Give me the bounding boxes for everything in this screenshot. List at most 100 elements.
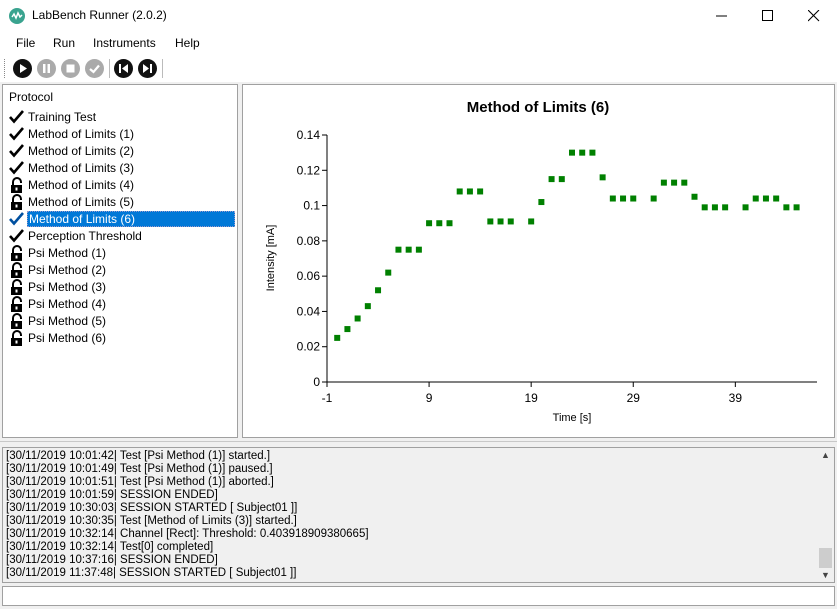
data-point <box>762 195 769 202</box>
vertical-scrollbar[interactable]: ▲ ▼ <box>817 448 834 582</box>
protocol-item[interactable]: Psi Method (5) <box>7 313 237 330</box>
protocol-item-label: Method of Limits (3) <box>28 161 135 175</box>
y-tick-label: 0.14 <box>297 128 321 142</box>
x-axis-label: Time [s] <box>553 412 592 424</box>
protocol-item[interactable]: Method of Limits (3) <box>7 160 237 177</box>
data-point <box>609 195 616 202</box>
data-point <box>569 149 575 156</box>
data-point <box>599 174 606 181</box>
data-point <box>477 188 484 195</box>
protocol-item-label: Psi Method (4) <box>28 297 107 311</box>
data-point <box>436 220 443 227</box>
close-icon <box>808 10 820 22</box>
protocol-item[interactable]: Psi Method (6) <box>7 330 237 347</box>
protocol-item-label: Training Test <box>28 110 97 124</box>
panel-splitter[interactable] <box>0 441 837 448</box>
menu-instruments[interactable]: Instruments <box>93 36 156 50</box>
check-icon <box>85 59 104 78</box>
protocol-item[interactable]: Method of Limits (6) <box>7 211 237 228</box>
data-point <box>630 195 637 202</box>
command-input[interactable] <box>2 586 835 606</box>
data-point <box>742 204 749 211</box>
protocol-item-label: Method of Limits (1) <box>28 127 135 141</box>
protocol-item-label: Perception Threshold <box>28 229 142 243</box>
log-line: [30/11/2019 10:01:42| Test [Psi Method (… <box>6 450 271 462</box>
protocol-item[interactable]: Method of Limits (4) <box>7 177 237 194</box>
protocol-item[interactable]: Psi Method (2) <box>7 262 237 279</box>
play-button[interactable] <box>13 59 32 78</box>
scroll-up-icon[interactable]: ▲ <box>821 450 830 460</box>
window-title: LabBench Runner (2.0.2) <box>32 8 167 22</box>
x-tick-label: -1 <box>322 391 333 405</box>
protocol-item-label: Method of Limits (6) <box>27 211 235 227</box>
data-point <box>354 315 361 322</box>
toolbar-grip[interactable] <box>4 59 7 78</box>
log-panel: [30/11/2019 10:01:42| Test [Psi Method (… <box>2 447 835 583</box>
protocol-item[interactable]: Psi Method (4) <box>7 296 237 313</box>
menu-file[interactable]: File <box>16 36 36 50</box>
data-point <box>405 246 412 253</box>
x-tick-label: 19 <box>524 391 538 405</box>
maximize-button[interactable] <box>745 0 791 31</box>
protocol-item-label: Psi Method (3) <box>28 280 107 294</box>
protocol-item-label: Psi Method (1) <box>28 246 107 260</box>
scroll-down-icon[interactable]: ▼ <box>821 570 830 580</box>
protocol-header: Protocol <box>9 90 54 104</box>
protocol-item[interactable]: Method of Limits (5) <box>7 194 237 211</box>
menu-run[interactable]: Run <box>53 36 76 50</box>
protocol-item-label: Method of Limits (5) <box>28 195 135 209</box>
data-point <box>426 220 433 227</box>
data-point <box>722 204 729 211</box>
pause-button[interactable] <box>37 59 56 78</box>
log-line: [30/11/2019 11:37:48| SESSION STARTED [ … <box>6 567 297 579</box>
minimize-button[interactable] <box>699 0 745 31</box>
x-tick-label: 29 <box>627 391 641 405</box>
y-tick-label: 0.06 <box>297 269 321 283</box>
close-button[interactable] <box>791 0 837 31</box>
lock-icon <box>11 245 22 261</box>
data-point <box>783 204 790 211</box>
protocol-item-label: Method of Limits (2) <box>28 144 135 158</box>
protocol-item[interactable]: Method of Limits (2) <box>7 143 237 160</box>
log-line: [30/11/2019 10:01:49| Test [Psi Method (… <box>6 463 273 475</box>
data-point <box>681 179 688 186</box>
app-logo-icon <box>9 8 25 24</box>
data-point <box>497 218 504 225</box>
data-point <box>691 193 698 200</box>
data-point <box>701 204 708 211</box>
next-button[interactable] <box>138 59 157 78</box>
stop-button[interactable] <box>61 59 80 78</box>
protocol-item[interactable]: Method of Limits (1) <box>7 126 237 143</box>
protocol-item[interactable]: Psi Method (3) <box>7 279 237 296</box>
checkmark-icon <box>9 110 24 124</box>
protocol-item[interactable]: Psi Method (1) <box>7 245 237 262</box>
checkmark-icon <box>9 229 24 243</box>
pause-icon <box>37 59 56 78</box>
complete-button[interactable] <box>85 59 104 78</box>
protocol-item[interactable]: Training Test <box>7 109 237 126</box>
data-point <box>528 218 535 225</box>
log-line: [30/11/2019 10:01:59| SESSION ENDED] <box>6 489 218 501</box>
scrollbar-thumb[interactable] <box>819 548 832 568</box>
y-tick-label: 0.12 <box>297 163 321 177</box>
lock-icon <box>11 313 22 329</box>
data-point <box>660 179 667 186</box>
data-point <box>385 269 392 276</box>
log-line: [30/11/2019 10:01:51| Test [Psi Method (… <box>6 476 274 488</box>
data-point <box>548 176 555 183</box>
previous-button[interactable] <box>114 59 133 78</box>
menu-help[interactable]: Help <box>175 36 200 50</box>
log-line: [30/11/2019 10:32:14| Test[0] completed] <box>6 541 214 553</box>
protocol-item[interactable]: Perception Threshold <box>7 228 237 245</box>
data-point <box>507 218 514 225</box>
chart: Method of Limits (6) 0 0.02 0.04 0.06 0.08 0.… <box>265 99 817 424</box>
lock-icon <box>11 279 22 295</box>
stop-icon <box>61 59 80 78</box>
data-point <box>793 204 800 211</box>
lock-icon <box>11 296 22 312</box>
data-point <box>752 195 759 202</box>
data-point <box>589 149 596 156</box>
log-line: [30/11/2019 10:30:03| SESSION STARTED [ … <box>6 502 298 514</box>
lock-icon <box>11 177 22 193</box>
lock-icon <box>11 262 22 278</box>
